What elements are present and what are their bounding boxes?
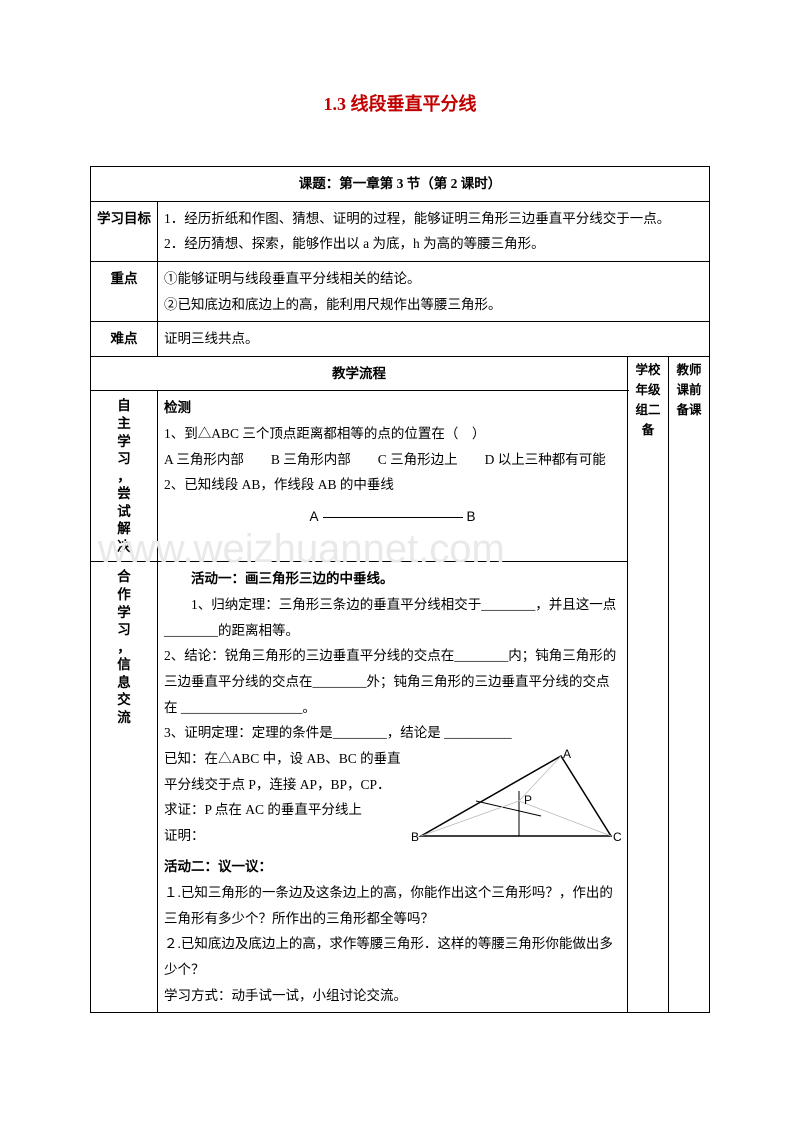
side-col-1: 学校 年级 组二 备 [628, 356, 669, 1012]
focus-body: ①能够证明与线段垂直平分线相关的结论。 ②已知底边和底边上的高，能利用尺规作出等… [158, 261, 710, 321]
section2-label-text: 合作学习，信息交流 [117, 569, 131, 724]
section1-body: 检测 1、到△ABC 三个顶点距离都相等的点的位置在（ ） A 三角形内部 B … [158, 391, 628, 562]
s2-p2: 1、归纳定理：三角形三条边的垂直平分线相交于________，并且这一点____… [164, 592, 621, 643]
s1-l1: 检测 [164, 395, 621, 421]
s2-p6: 求证：P 点在 AC 的垂直平分线上 [164, 797, 411, 823]
segment-line [323, 517, 463, 518]
page-title: 1.3 线段垂直平分线 [90, 90, 710, 116]
s2-p2-text: 1、归纳定理：三角形三条边的垂直平分线相交于________，并且这一点____… [164, 597, 616, 638]
objective-label: 学习目标 [91, 201, 158, 261]
ab-diagram: AB [164, 498, 621, 536]
section2-label: 合作学习，信息交流 [91, 562, 158, 1013]
page: 1.3 线段垂直平分线 课题：第一章第 3 节（第 2 课时） 学习目标 1．经… [0, 0, 800, 1132]
s2-p7: 证明： [164, 823, 411, 849]
topic-row: 课题：第一章第 3 节（第 2 课时） [91, 167, 710, 202]
flow-header: 教学流程 [91, 356, 628, 391]
s2-p1: 活动一：画三角形三边的中垂线。 [164, 566, 621, 592]
difficulty-body: 证明三线共点。 [158, 322, 710, 357]
side-col-2: 教师 课前 备课 [669, 356, 710, 1012]
s1-l3: A 三角形内部 B 三角形内部 C 三角形边上 D 以上三种都有可能 [164, 447, 621, 473]
s2-p3: 2、结论：锐角三角形的三边垂直平分线的交点在________内；钝角三角形的三边… [164, 643, 621, 720]
focus-label: 重点 [91, 261, 158, 321]
section1-label: 自主学习，尝试解决 [91, 391, 158, 562]
svg-text:A: A [563, 747, 571, 761]
objective-body: 1．经历折纸和作图、猜想、证明的过程，能够证明三角形三边垂直平分线交于一点。 2… [158, 201, 710, 261]
s1-l4: 2、已知线段 AB，作线段 AB 的中垂线 [164, 472, 621, 498]
difficulty-label: 难点 [91, 322, 158, 357]
svg-text:P: P [524, 793, 532, 807]
section2-body: 活动一：画三角形三边的中垂线。 1、归纳定理：三角形三条边的垂直平分线相交于__… [158, 562, 628, 1013]
s2-p5: 已知：在△ABC 中，设 AB、BC 的垂直平分线交于点 P，连接 AP，BP，… [164, 746, 411, 797]
title-text: 1.3 线段垂直平分线 [324, 94, 477, 114]
svg-text:B: B [411, 830, 419, 844]
s2-p10: ２.已知底边及底边上的高，求作等腰三角形．这样的等腰三角形你能做出多少个？ [164, 931, 621, 982]
s2-p4: 3、证明定理：定理的条件是________，结论是 __________ [164, 720, 621, 746]
svg-text:C: C [613, 830, 621, 844]
s1-l2: 1、到△ABC 三个顶点距离都相等的点的位置在（ ） [164, 421, 621, 447]
s2-p11: 学习方式：动手试一试，小组讨论交流。 [164, 983, 621, 1009]
label-b: B [467, 509, 476, 524]
section1-label-text: 自主学习，尝试解决 [117, 398, 131, 553]
s2-p8: 活动二：议一议： [164, 854, 621, 880]
s2-p9: １.已知三角形的一条边及这条边上的高，你能作出这个三角形吗？，作出的三角形有多少… [164, 880, 621, 931]
label-a: A [309, 509, 318, 524]
triangle-diagram: A B C P [411, 746, 621, 846]
lesson-table: 课题：第一章第 3 节（第 2 课时） 学习目标 1．经历折纸和作图、猜想、证明… [90, 166, 710, 1013]
